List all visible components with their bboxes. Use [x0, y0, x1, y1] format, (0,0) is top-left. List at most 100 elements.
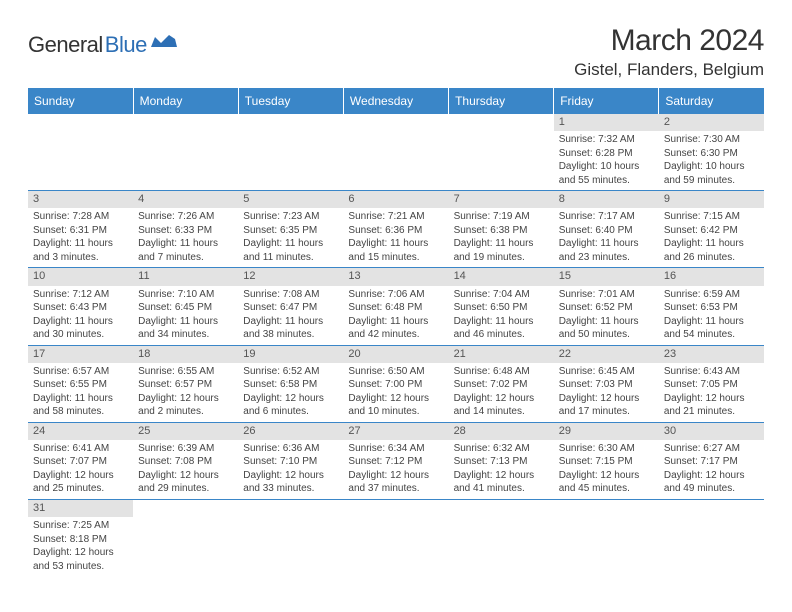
- day-details: Sunrise: 7:15 AMSunset: 6:42 PMDaylight:…: [659, 208, 764, 267]
- calendar-cell: [28, 114, 133, 191]
- logo-flag-icon: [151, 33, 177, 51]
- calendar-cell: 29Sunrise: 6:30 AMSunset: 7:15 PMDayligh…: [554, 422, 659, 499]
- day-details: Sunrise: 7:06 AMSunset: 6:48 PMDaylight:…: [343, 286, 448, 345]
- day-number: 17: [28, 346, 133, 363]
- day-details: Sunrise: 7:19 AMSunset: 6:38 PMDaylight:…: [449, 208, 554, 267]
- day-number: 4: [133, 191, 238, 208]
- day-number: 10: [28, 268, 133, 285]
- day-header: Friday: [554, 88, 659, 114]
- calendar-cell: [133, 499, 238, 576]
- calendar-cell: 2Sunrise: 7:30 AMSunset: 6:30 PMDaylight…: [659, 114, 764, 191]
- logo: GeneralBlue: [28, 24, 177, 58]
- calendar-cell: 17Sunrise: 6:57 AMSunset: 6:55 PMDayligh…: [28, 345, 133, 422]
- calendar-cell: 20Sunrise: 6:50 AMSunset: 7:00 PMDayligh…: [343, 345, 448, 422]
- day-details: Sunrise: 7:25 AMSunset: 8:18 PMDaylight:…: [28, 517, 133, 576]
- calendar-cell: 12Sunrise: 7:08 AMSunset: 6:47 PMDayligh…: [238, 268, 343, 345]
- day-number: 24: [28, 423, 133, 440]
- day-number: 15: [554, 268, 659, 285]
- day-details: Sunrise: 7:12 AMSunset: 6:43 PMDaylight:…: [28, 286, 133, 345]
- day-number: 29: [554, 423, 659, 440]
- calendar-table: Sunday Monday Tuesday Wednesday Thursday…: [28, 88, 764, 576]
- calendar-row: 31Sunrise: 7:25 AMSunset: 8:18 PMDayligh…: [28, 499, 764, 576]
- day-details: Sunrise: 7:10 AMSunset: 6:45 PMDaylight:…: [133, 286, 238, 345]
- day-details: Sunrise: 7:04 AMSunset: 6:50 PMDaylight:…: [449, 286, 554, 345]
- day-number: 6: [343, 191, 448, 208]
- day-number: 1: [554, 114, 659, 131]
- day-details: Sunrise: 6:27 AMSunset: 7:17 PMDaylight:…: [659, 440, 764, 499]
- calendar-row: 17Sunrise: 6:57 AMSunset: 6:55 PMDayligh…: [28, 345, 764, 422]
- day-number: 5: [238, 191, 343, 208]
- day-number: 18: [133, 346, 238, 363]
- day-header: Sunday: [28, 88, 133, 114]
- day-details: Sunrise: 7:21 AMSunset: 6:36 PMDaylight:…: [343, 208, 448, 267]
- calendar-row: 3Sunrise: 7:28 AMSunset: 6:31 PMDaylight…: [28, 191, 764, 268]
- calendar-cell: 24Sunrise: 6:41 AMSunset: 7:07 PMDayligh…: [28, 422, 133, 499]
- day-number: 25: [133, 423, 238, 440]
- calendar-cell: 19Sunrise: 6:52 AMSunset: 6:58 PMDayligh…: [238, 345, 343, 422]
- day-number: 26: [238, 423, 343, 440]
- calendar-cell: [554, 499, 659, 576]
- day-number: 2: [659, 114, 764, 131]
- day-details: Sunrise: 6:50 AMSunset: 7:00 PMDaylight:…: [343, 363, 448, 422]
- day-details: Sunrise: 6:36 AMSunset: 7:10 PMDaylight:…: [238, 440, 343, 499]
- day-details: Sunrise: 7:23 AMSunset: 6:35 PMDaylight:…: [238, 208, 343, 267]
- day-details: Sunrise: 6:34 AMSunset: 7:12 PMDaylight:…: [343, 440, 448, 499]
- day-header: Saturday: [659, 88, 764, 114]
- day-number: 9: [659, 191, 764, 208]
- day-details: Sunrise: 7:26 AMSunset: 6:33 PMDaylight:…: [133, 208, 238, 267]
- logo-text-2: Blue: [105, 32, 147, 58]
- calendar-row: 10Sunrise: 7:12 AMSunset: 6:43 PMDayligh…: [28, 268, 764, 345]
- calendar-cell: 10Sunrise: 7:12 AMSunset: 6:43 PMDayligh…: [28, 268, 133, 345]
- day-details: Sunrise: 6:48 AMSunset: 7:02 PMDaylight:…: [449, 363, 554, 422]
- day-number: 8: [554, 191, 659, 208]
- day-number: 3: [28, 191, 133, 208]
- day-header: Wednesday: [343, 88, 448, 114]
- calendar-cell: 9Sunrise: 7:15 AMSunset: 6:42 PMDaylight…: [659, 191, 764, 268]
- day-number: 22: [554, 346, 659, 363]
- day-number: 20: [343, 346, 448, 363]
- day-number: 11: [133, 268, 238, 285]
- day-number: 19: [238, 346, 343, 363]
- calendar-row: 24Sunrise: 6:41 AMSunset: 7:07 PMDayligh…: [28, 422, 764, 499]
- calendar-cell: 11Sunrise: 7:10 AMSunset: 6:45 PMDayligh…: [133, 268, 238, 345]
- calendar-cell: 7Sunrise: 7:19 AMSunset: 6:38 PMDaylight…: [449, 191, 554, 268]
- day-details: Sunrise: 7:08 AMSunset: 6:47 PMDaylight:…: [238, 286, 343, 345]
- day-number: 23: [659, 346, 764, 363]
- calendar-cell: 30Sunrise: 6:27 AMSunset: 7:17 PMDayligh…: [659, 422, 764, 499]
- day-details: Sunrise: 6:43 AMSunset: 7:05 PMDaylight:…: [659, 363, 764, 422]
- day-number: 30: [659, 423, 764, 440]
- header: GeneralBlue March 2024 Gistel, Flanders,…: [28, 24, 764, 80]
- logo-text-1: General: [28, 32, 103, 58]
- calendar-cell: [238, 499, 343, 576]
- day-number: 27: [343, 423, 448, 440]
- calendar-cell: 13Sunrise: 7:06 AMSunset: 6:48 PMDayligh…: [343, 268, 448, 345]
- day-number: 7: [449, 191, 554, 208]
- page-title: March 2024: [574, 24, 764, 58]
- day-details: Sunrise: 6:59 AMSunset: 6:53 PMDaylight:…: [659, 286, 764, 345]
- calendar-cell: [659, 499, 764, 576]
- calendar-cell: [343, 114, 448, 191]
- day-header: Thursday: [449, 88, 554, 114]
- day-details: Sunrise: 6:52 AMSunset: 6:58 PMDaylight:…: [238, 363, 343, 422]
- day-number: 16: [659, 268, 764, 285]
- day-details: Sunrise: 6:32 AMSunset: 7:13 PMDaylight:…: [449, 440, 554, 499]
- calendar-cell: [449, 114, 554, 191]
- day-details: Sunrise: 6:41 AMSunset: 7:07 PMDaylight:…: [28, 440, 133, 499]
- day-details: Sunrise: 7:01 AMSunset: 6:52 PMDaylight:…: [554, 286, 659, 345]
- calendar-cell: 25Sunrise: 6:39 AMSunset: 7:08 PMDayligh…: [133, 422, 238, 499]
- calendar-cell: 1Sunrise: 7:32 AMSunset: 6:28 PMDaylight…: [554, 114, 659, 191]
- day-details: Sunrise: 6:45 AMSunset: 7:03 PMDaylight:…: [554, 363, 659, 422]
- day-number: 21: [449, 346, 554, 363]
- day-details: Sunrise: 6:55 AMSunset: 6:57 PMDaylight:…: [133, 363, 238, 422]
- calendar-cell: 16Sunrise: 6:59 AMSunset: 6:53 PMDayligh…: [659, 268, 764, 345]
- day-number: 14: [449, 268, 554, 285]
- day-number: 28: [449, 423, 554, 440]
- calendar-cell: 18Sunrise: 6:55 AMSunset: 6:57 PMDayligh…: [133, 345, 238, 422]
- day-details: Sunrise: 6:57 AMSunset: 6:55 PMDaylight:…: [28, 363, 133, 422]
- day-header: Monday: [133, 88, 238, 114]
- calendar-cell: [343, 499, 448, 576]
- calendar-cell: 8Sunrise: 7:17 AMSunset: 6:40 PMDaylight…: [554, 191, 659, 268]
- day-details: Sunrise: 7:17 AMSunset: 6:40 PMDaylight:…: [554, 208, 659, 267]
- day-header: Tuesday: [238, 88, 343, 114]
- calendar-cell: 4Sunrise: 7:26 AMSunset: 6:33 PMDaylight…: [133, 191, 238, 268]
